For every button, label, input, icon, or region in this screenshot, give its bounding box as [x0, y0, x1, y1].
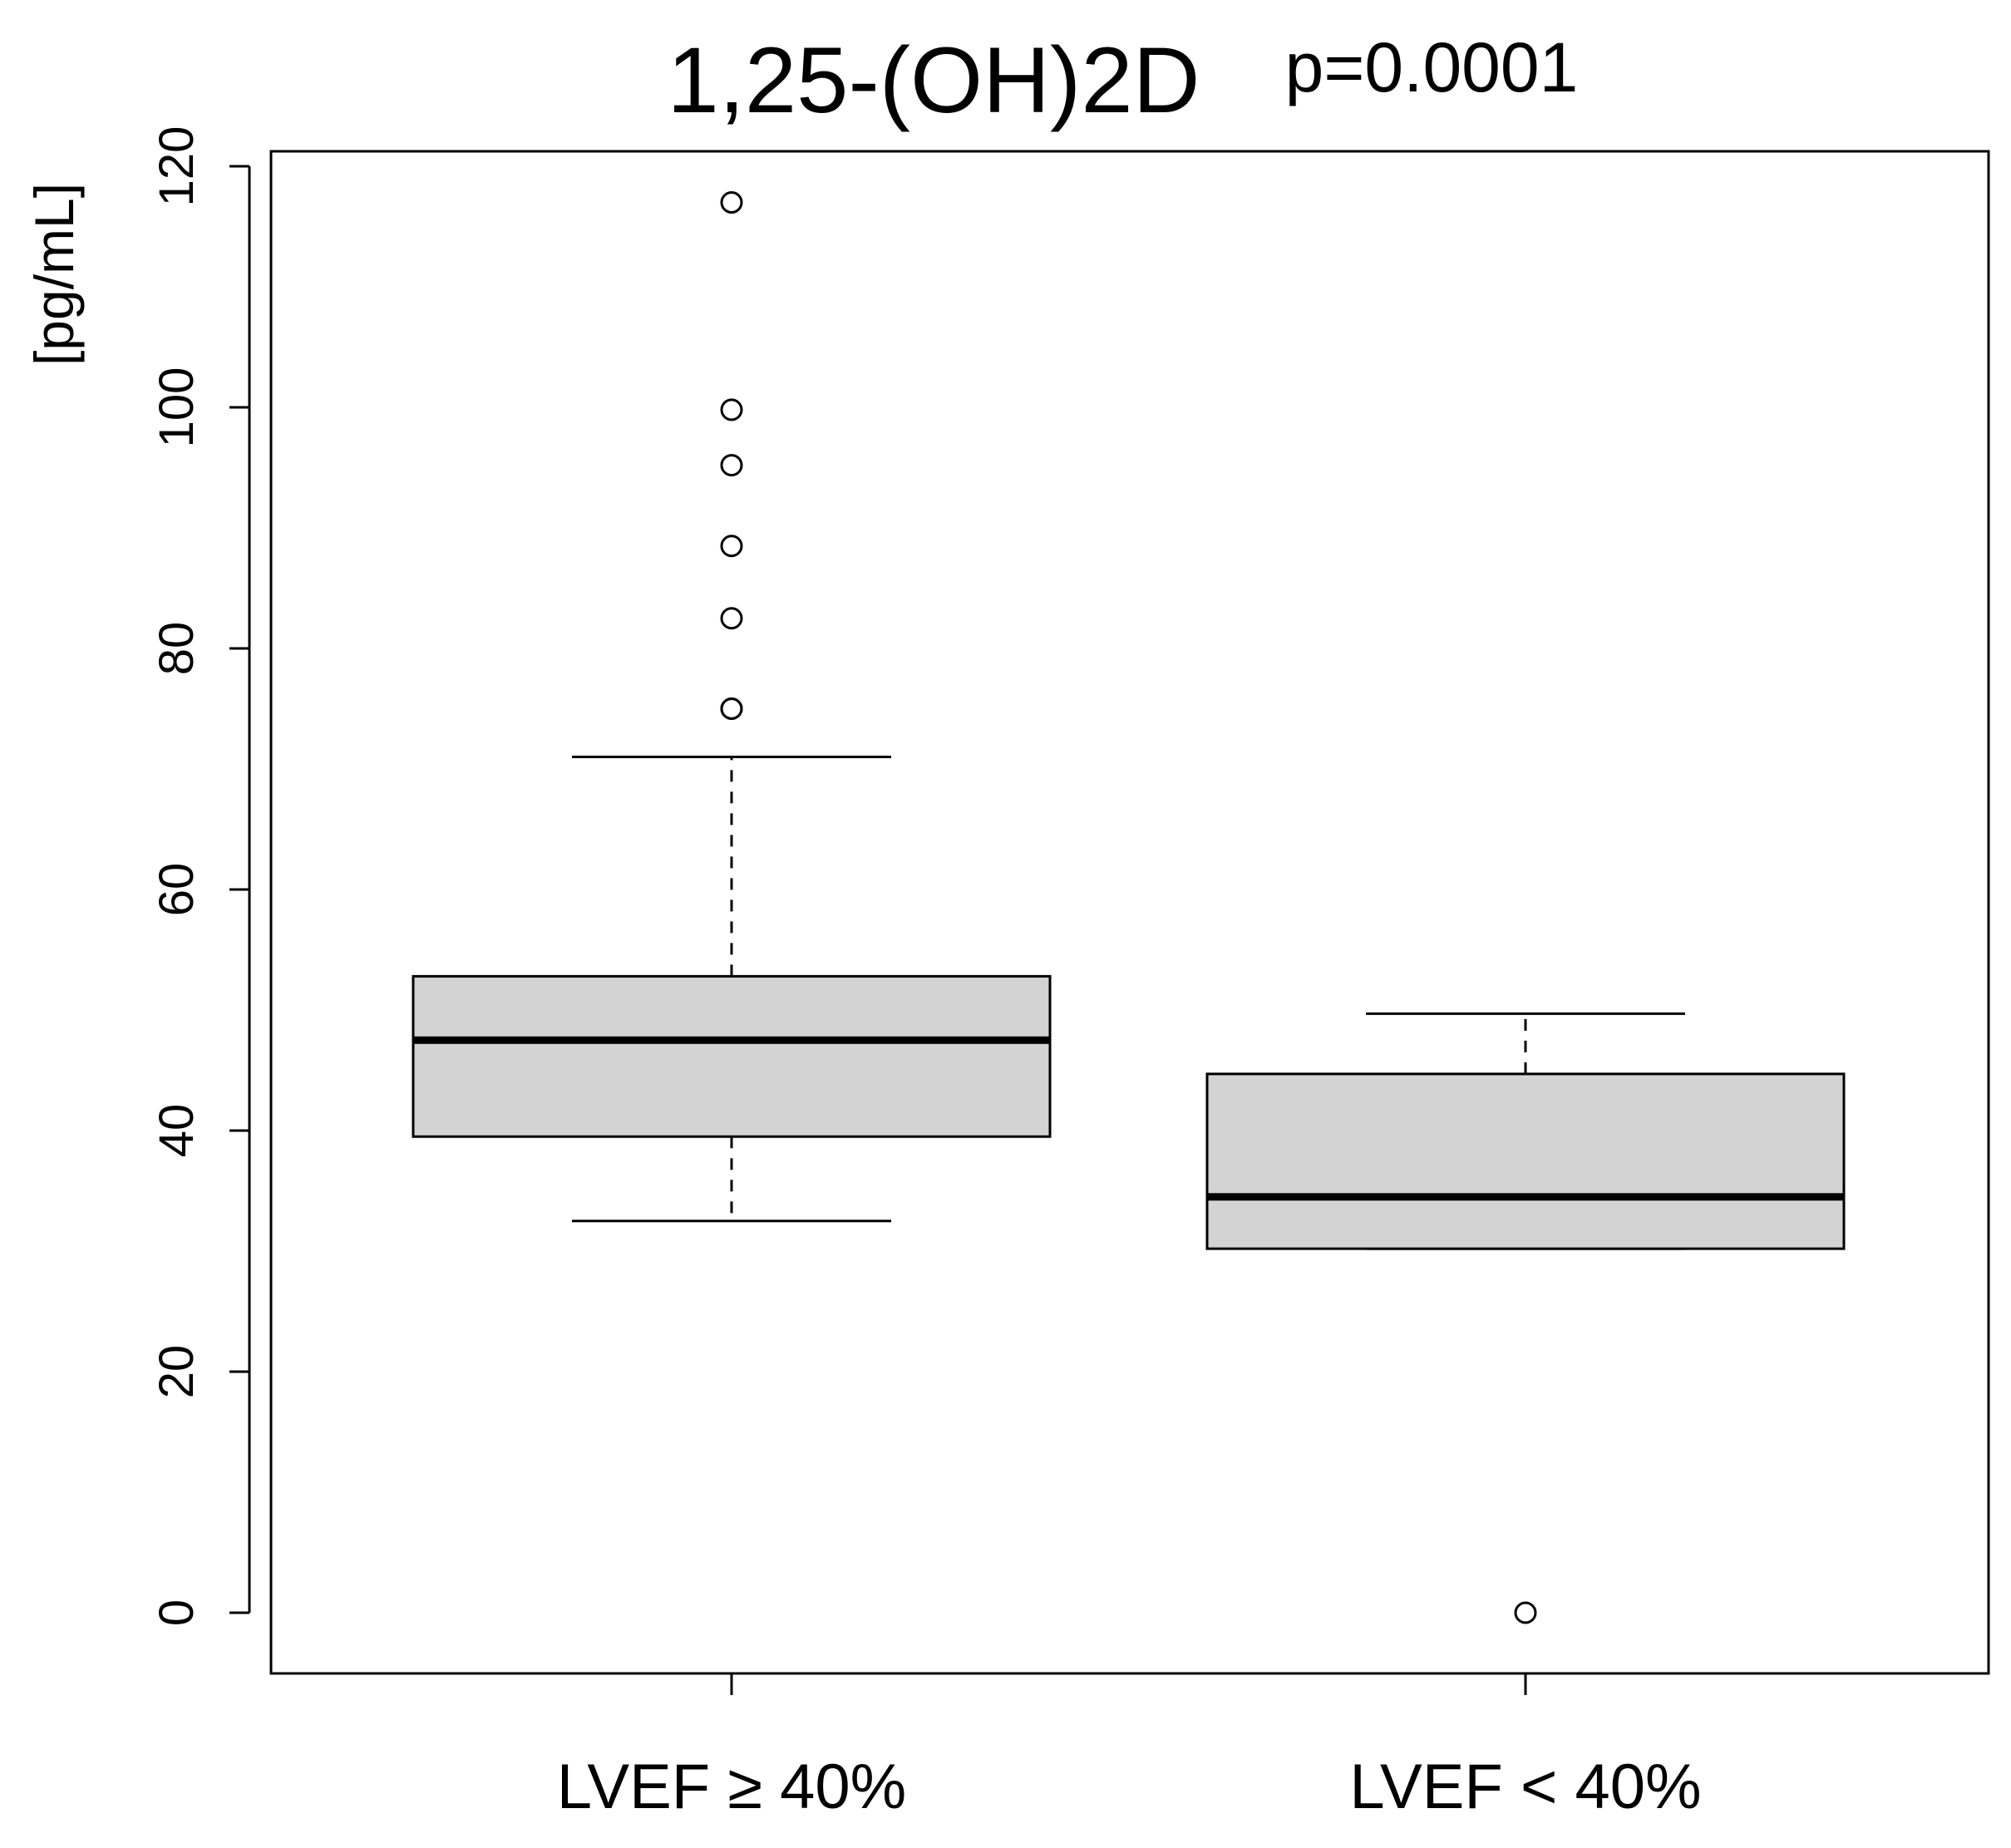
y-tick-label-40: 40 — [150, 1104, 204, 1158]
group-1-outlier-5 — [720, 454, 743, 477]
y-tick-label-100: 100 — [150, 367, 204, 448]
y-tick-label-0: 0 — [150, 1599, 204, 1626]
y-tick-label-80: 80 — [150, 622, 204, 676]
group-2-box — [1205, 1072, 1846, 1250]
group-1-box — [412, 974, 1052, 1138]
y-tick-label-20: 20 — [150, 1345, 204, 1399]
y-tick-label-60: 60 — [150, 863, 204, 917]
group-1-outlier-6 — [720, 398, 743, 421]
group-2-outlier-1 — [1514, 1601, 1537, 1624]
group-1-outlier-2 — [720, 697, 743, 720]
group-1-outlier-3 — [720, 607, 743, 630]
group-1-outlier-7 — [720, 191, 743, 214]
y-tick-label-120: 120 — [150, 126, 204, 207]
plot-area: 0 20 40 60 80 100 120 LVEF ≥ 40% LVEF < 40% — [150, 126, 1990, 1822]
chart-title: 1,25-(OH)2D — [667, 28, 1200, 132]
group-1-outlier-4 — [720, 535, 743, 558]
p-value-annotation: p=0.0001 — [1285, 28, 1579, 106]
plot-frame — [269, 150, 1990, 1675]
x-category-label-2: LVEF < 40% — [1349, 1752, 1701, 1822]
y-axis-label: [pg/mL] — [23, 183, 85, 366]
x-category-label-1: LVEF ≥ 40% — [557, 1752, 907, 1822]
